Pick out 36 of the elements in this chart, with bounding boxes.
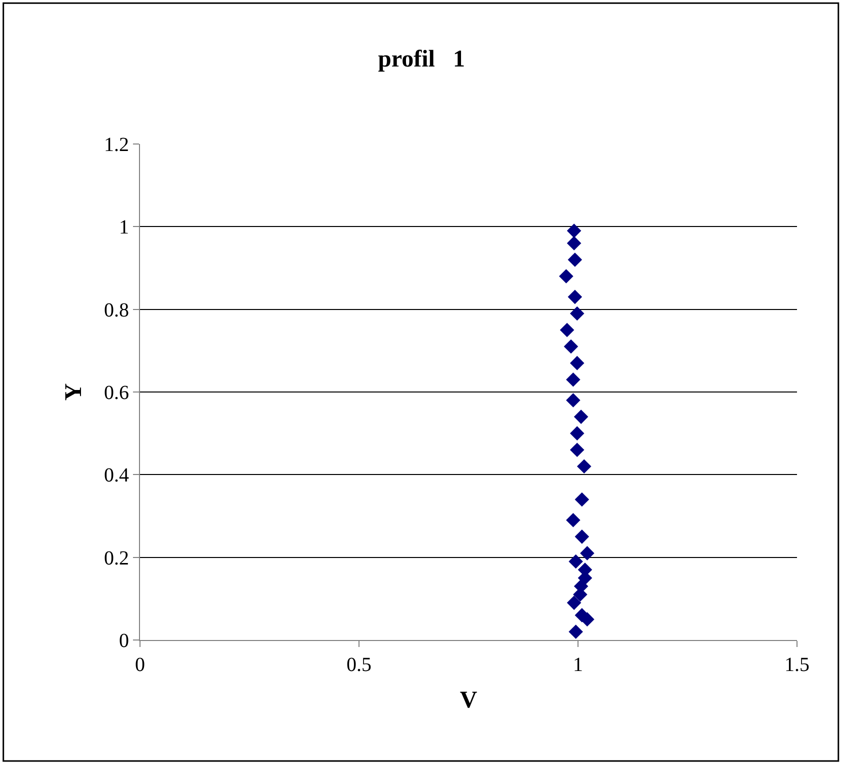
x-axis-title: V — [460, 687, 478, 714]
point — [574, 530, 590, 544]
point — [568, 624, 583, 639]
point — [576, 459, 592, 474]
point — [566, 236, 582, 250]
point — [570, 306, 584, 321]
x-tick-label: 1 — [573, 654, 583, 676]
point — [574, 410, 588, 424]
point — [568, 252, 582, 267]
point — [570, 426, 584, 440]
point — [566, 224, 582, 238]
point — [566, 512, 580, 528]
point — [566, 596, 582, 610]
point — [570, 442, 584, 458]
x-tick-label: 0.5 — [346, 654, 372, 676]
y-axis-title: Y — [61, 383, 88, 401]
y-tick-label: 0.6 — [104, 382, 129, 404]
point — [564, 339, 578, 354]
point — [566, 393, 580, 408]
point — [570, 356, 584, 370]
y-tick-label: 0 — [119, 630, 129, 652]
point — [568, 290, 582, 304]
x-tick-label: 0 — [135, 654, 145, 676]
point — [560, 322, 574, 338]
point — [568, 554, 583, 569]
y-tick-label: 1.2 — [104, 134, 129, 156]
y-tick-label: 0.2 — [104, 547, 129, 570]
point — [580, 546, 594, 560]
point — [566, 372, 580, 387]
y-tick-label: 0.4 — [104, 464, 129, 487]
y-tick-label: 0.8 — [104, 299, 129, 322]
x-tick-label: 1.5 — [784, 654, 810, 676]
point — [559, 269, 574, 284]
y-tick-label: 1 — [119, 216, 129, 239]
point — [574, 492, 590, 507]
chart-title: profil 1 — [378, 46, 465, 72]
